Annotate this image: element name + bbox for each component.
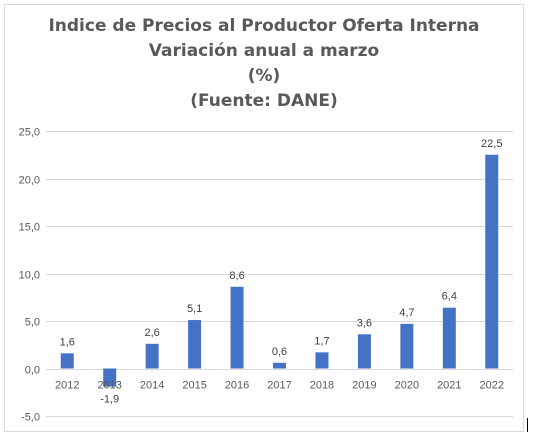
- data-label: 4,7: [399, 307, 414, 319]
- chart-frame: [4, 4, 524, 432]
- y-tick-label: 15,0: [19, 222, 40, 234]
- data-label: 1,7: [314, 335, 329, 347]
- bar: [273, 362, 286, 369]
- x-tick-label: 2018: [310, 380, 334, 392]
- x-tick-label: 2021: [437, 380, 461, 392]
- bar: [485, 154, 499, 369]
- y-tick-label: 0,0: [25, 365, 40, 377]
- bar: [103, 368, 117, 387]
- data-label: 0,6: [272, 346, 287, 358]
- bar: [357, 334, 371, 369]
- title-line-1: Indice de Precios al Productor Oferta In…: [48, 16, 480, 36]
- data-label: 6,4: [442, 291, 457, 303]
- x-tick-label: 2022: [480, 380, 504, 392]
- y-tick-label: 20,0: [19, 175, 40, 187]
- x-tick-label: 2014: [140, 380, 164, 392]
- gridlines: [46, 131, 513, 417]
- data-labels: 1,6 -1,9 2,6 5,1 8,6 0,6 1,7 3,6 4,7 6,4 22,5: [60, 138, 503, 406]
- x-axis-ticks: 2012 2013 2014 2015 2016 2017 2018 2019 2020 2021…: [55, 380, 504, 392]
- x-tick-label: 2017: [267, 380, 291, 392]
- bar: [188, 320, 202, 369]
- title-line-3: (%): [247, 66, 281, 86]
- title-line-2: Variación anual a marzo: [148, 41, 380, 61]
- data-label: -1,9: [100, 394, 119, 406]
- data-label: 1,6: [60, 336, 75, 348]
- y-tick-label: 25,0: [19, 127, 40, 139]
- x-tick-label: 2016: [225, 380, 249, 392]
- data-label: 22,5: [481, 138, 502, 150]
- x-tick-label: 2012: [55, 380, 79, 392]
- title-line-4: (Fuente: DANE): [190, 91, 338, 111]
- y-axis-ticks: 25,0 20,0 15,0 10,0 5,0 0,0 -5,0: [19, 127, 40, 424]
- data-label: 2,6: [144, 327, 159, 339]
- x-tick-label: 2019: [352, 380, 376, 392]
- data-label: 5,1: [187, 303, 202, 315]
- y-tick-label: 5,0: [25, 317, 40, 329]
- bar: [230, 286, 244, 369]
- x-tick-label: 2013: [97, 380, 121, 392]
- edge-mark: [527, 418, 528, 432]
- bar: [145, 343, 159, 369]
- x-tick-label: 2015: [182, 380, 206, 392]
- data-label: 8,6: [229, 270, 244, 282]
- y-tick-label: -5,0: [21, 412, 40, 424]
- bar: [400, 323, 414, 369]
- bar: [442, 307, 456, 369]
- y-tick-label: 10,0: [19, 270, 40, 282]
- bars: [60, 154, 499, 387]
- bar: [60, 353, 74, 369]
- chart-title: Indice de Precios al Productor Oferta In…: [4, 14, 524, 114]
- x-tick-label: 2020: [395, 380, 419, 392]
- data-label: 3,6: [357, 317, 372, 329]
- bar: [315, 352, 329, 369]
